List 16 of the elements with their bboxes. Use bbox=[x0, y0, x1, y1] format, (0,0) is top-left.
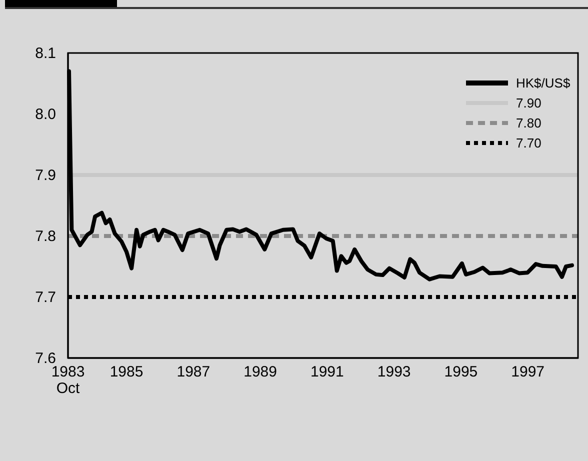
y-tick-label: 8.1 bbox=[35, 44, 56, 62]
x-tick-label: 1989 bbox=[244, 364, 277, 381]
x-tick-label: 1985 bbox=[110, 364, 144, 381]
y-tick-label: 7.8 bbox=[35, 228, 56, 245]
y-tick-label: 7.7 bbox=[35, 288, 56, 306]
x-tick-label: 1997 bbox=[511, 364, 545, 381]
y-tick-label: 7.9 bbox=[35, 166, 56, 184]
legend-label: 7.70 bbox=[516, 136, 542, 151]
legend-label: 7.80 bbox=[516, 116, 542, 131]
legend-label: 7.90 bbox=[516, 96, 542, 111]
x-tick-label: 1991 bbox=[310, 364, 344, 381]
legend-label: HK$/US$ bbox=[516, 76, 571, 91]
x-tick-label: 1995 bbox=[444, 364, 478, 381]
x-tick-label: 1993 bbox=[377, 364, 411, 381]
x-tick-label: 1987 bbox=[176, 364, 210, 381]
y-tick-label: 8.0 bbox=[35, 106, 56, 123]
